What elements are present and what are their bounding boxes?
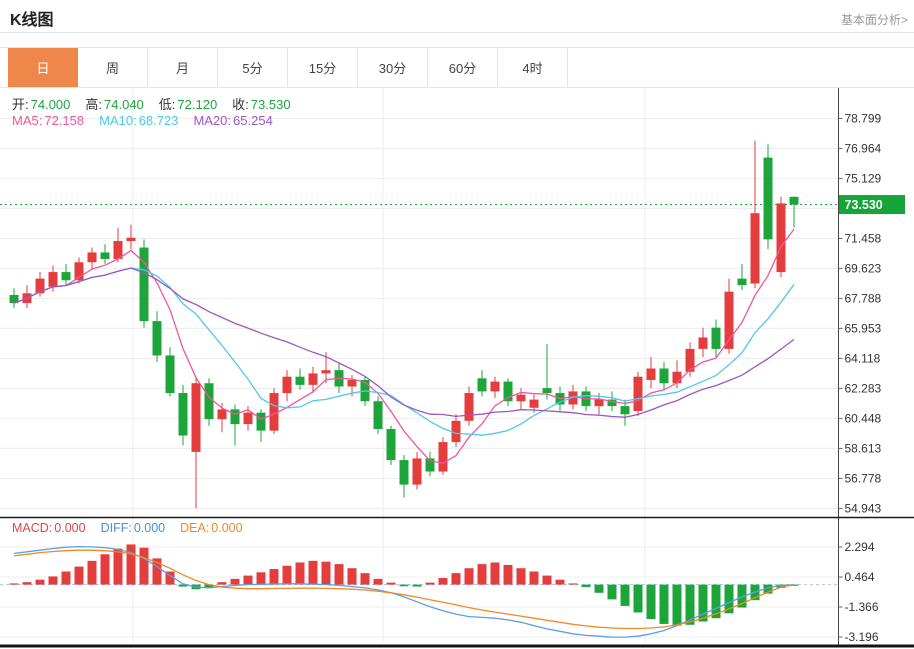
ma5-line bbox=[13, 228, 795, 464]
tab-30min[interactable]: 30分 bbox=[358, 48, 428, 87]
tab-15min[interactable]: 15分 bbox=[288, 48, 358, 87]
svg-text:56.778: 56.778 bbox=[845, 471, 882, 485]
svg-text:67.788: 67.788 bbox=[845, 291, 882, 305]
current-price-tag: 73.530 bbox=[839, 195, 905, 215]
svg-text:73.530: 73.530 bbox=[845, 198, 883, 212]
svg-text:62.283: 62.283 bbox=[845, 381, 882, 395]
svg-text:2.294: 2.294 bbox=[845, 540, 875, 554]
svg-text:65.953: 65.953 bbox=[845, 321, 882, 335]
ohlc-readout-row: 开: 74.000 高: 74.040 低: 72.120 收: 73.530 bbox=[12, 94, 306, 113]
price-axis-labels: 78.799 76.964 75.129 71.458 69.623 67.788 65.9… bbox=[838, 111, 882, 515]
widget-header: K线图 基本面分析> bbox=[0, 0, 914, 33]
ma20-value: MA20: 65.254 bbox=[193, 113, 273, 128]
ma-readout-row: MA5: 72.158 MA10: 68.723 MA20: 65.254 bbox=[12, 113, 288, 128]
svg-text:0.464: 0.464 bbox=[845, 570, 875, 584]
svg-text:-1.366: -1.366 bbox=[845, 600, 879, 614]
svg-text:75.129: 75.129 bbox=[845, 171, 882, 185]
chart-frame bbox=[0, 88, 914, 648]
ohlc-open: 开: 74.000 bbox=[12, 97, 71, 112]
dea-line bbox=[13, 549, 795, 630]
svg-text:64.118: 64.118 bbox=[845, 351, 881, 365]
macd-histogram bbox=[9, 544, 799, 626]
svg-text:78.799: 78.799 bbox=[845, 111, 882, 125]
ohlc-low: 低: 72.120 bbox=[158, 97, 218, 112]
ma20-line bbox=[13, 267, 795, 418]
tab-5min[interactable]: 5分 bbox=[218, 48, 288, 87]
candles-group bbox=[9, 140, 799, 509]
period-tabbar: 日周月 5分 15分 30分 60分 4时 bbox=[0, 47, 914, 88]
svg-text:-3.196: -3.196 bbox=[845, 630, 879, 644]
tab-4hour[interactable]: 4时 bbox=[498, 48, 568, 87]
gridlines bbox=[0, 88, 838, 644]
ma5-value: MA5: 72.158 bbox=[12, 113, 85, 128]
svg-text:69.623: 69.623 bbox=[845, 261, 882, 275]
svg-text:58.613: 58.613 bbox=[845, 441, 882, 455]
svg-text:54.943: 54.943 bbox=[845, 501, 882, 515]
tab-month[interactable]: 月 bbox=[148, 48, 218, 87]
fundamental-analysis-link[interactable]: 基本面分析> bbox=[840, 13, 908, 27]
macd-value: MACD: 0.000 bbox=[12, 521, 86, 535]
macd-readout-row: MACD: 0.000 DIFF: 0.000 DEA: 0.000 bbox=[12, 521, 258, 535]
diff-line bbox=[13, 545, 795, 638]
page-title: K线图 bbox=[10, 12, 54, 29]
ohlc-high: 高: 74.040 bbox=[85, 97, 144, 112]
svg-text:60.448: 60.448 bbox=[845, 411, 882, 425]
diff-value: DIFF: 0.000 bbox=[100, 521, 166, 535]
svg-text:76.964: 76.964 bbox=[845, 141, 882, 155]
macd-axis-labels: 2.294 0.464 -1.366 -3.196 bbox=[838, 540, 879, 644]
ma10-value: MA10: 68.723 bbox=[99, 113, 179, 128]
svg-text:71.458: 71.458 bbox=[845, 231, 882, 245]
tab-day[interactable]: 日 bbox=[8, 48, 78, 87]
tab-week[interactable]: 周 bbox=[78, 48, 148, 87]
ohlc-close: 收: 73.530 bbox=[232, 97, 291, 112]
dea-value: DEA: 0.000 bbox=[180, 521, 243, 535]
ma10-line bbox=[13, 267, 795, 436]
tab-60min[interactable]: 60分 bbox=[428, 48, 498, 87]
